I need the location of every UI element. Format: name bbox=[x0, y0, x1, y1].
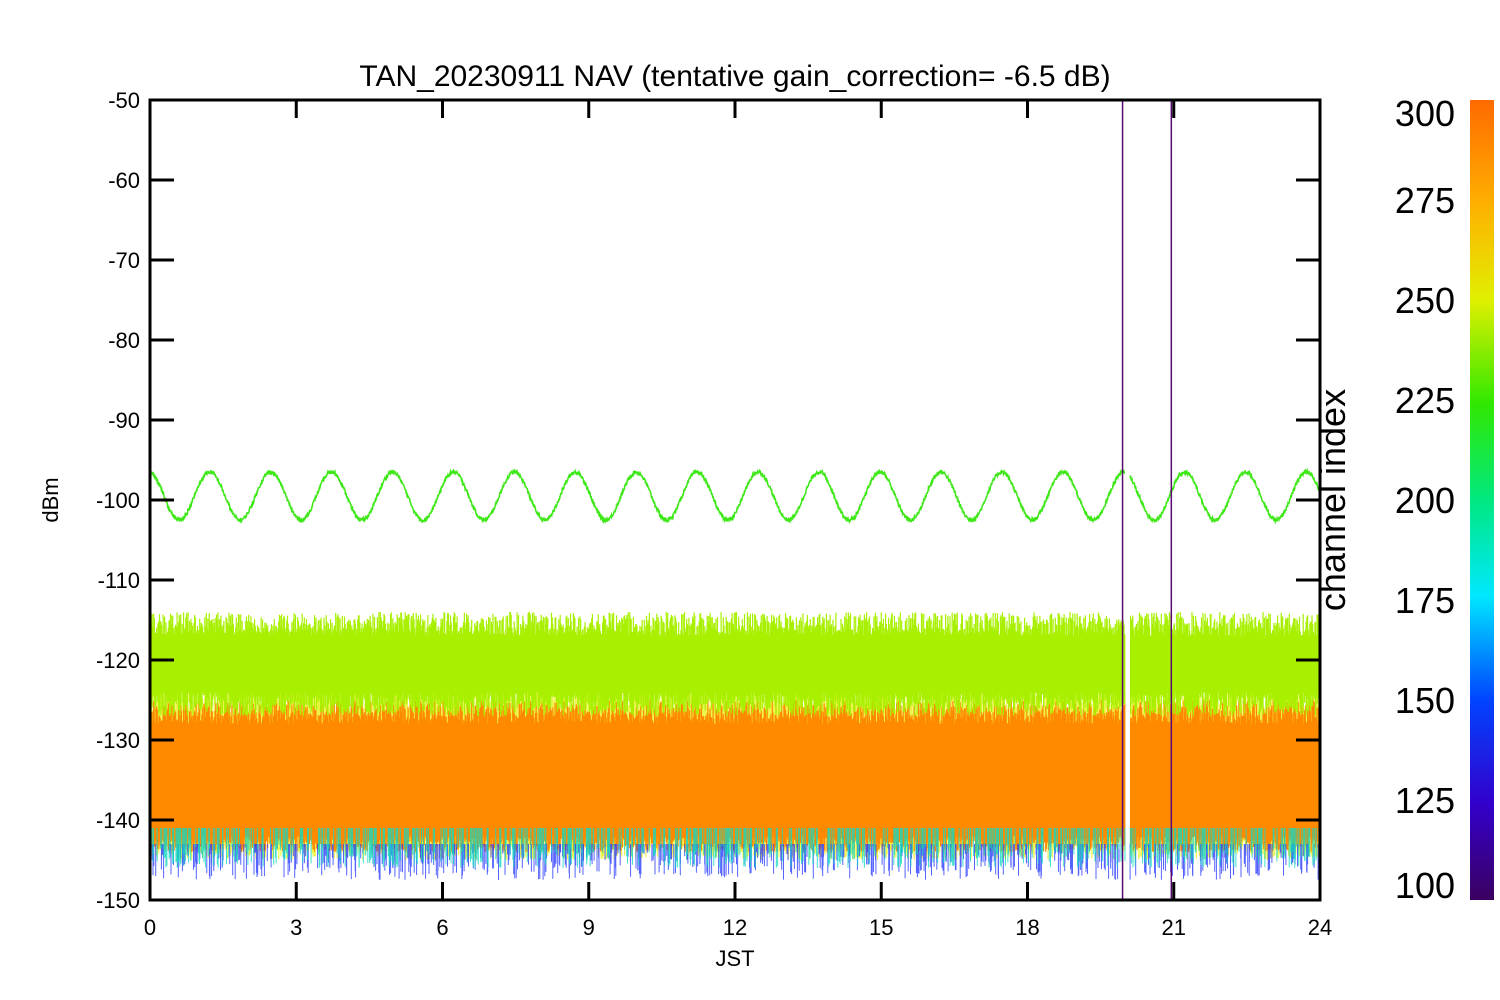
colorbar-ticks: 300 275 250 225 200 175 150 125 100 bbox=[1395, 93, 1455, 906]
x-tick-label: 9 bbox=[583, 915, 595, 940]
colorbar-tick-label: 275 bbox=[1395, 180, 1455, 221]
x-axis: 0 3 6 9 12 15 18 21 24 bbox=[144, 100, 1332, 940]
y-tick-label: -50 bbox=[108, 88, 140, 113]
colorbar-tick-label: 150 bbox=[1395, 680, 1455, 721]
colorbar-tick-label: 225 bbox=[1395, 380, 1455, 421]
series-sinusoid bbox=[150, 467, 1320, 525]
y-axis: -50 -60 -70 -80 -90 -100 -110 -120 -130 -140 -150 bbox=[96, 88, 1320, 913]
colorbar-label: channel index bbox=[1312, 389, 1353, 611]
y-tick-label: -70 bbox=[108, 248, 140, 273]
y-tick-label: -150 bbox=[96, 888, 140, 913]
y-tick-label: -120 bbox=[96, 648, 140, 673]
y-tick-label: -130 bbox=[96, 728, 140, 753]
colorbar bbox=[1470, 100, 1494, 900]
colorbar-tick-label: 125 bbox=[1395, 780, 1455, 821]
colorbar-tick-label: 300 bbox=[1395, 93, 1455, 134]
x-tick-label: 12 bbox=[723, 915, 747, 940]
series-band-orange bbox=[150, 700, 1320, 852]
colorbar-tick-label: 200 bbox=[1395, 480, 1455, 521]
x-axis-label: JST bbox=[715, 946, 754, 971]
x-tick-label: 21 bbox=[1162, 915, 1186, 940]
y-tick-label: -80 bbox=[108, 328, 140, 353]
x-tick-label: 15 bbox=[869, 915, 893, 940]
y-tick-label: -90 bbox=[108, 408, 140, 433]
colorbar-tick-label: 250 bbox=[1395, 280, 1455, 321]
series-band-lightgreen bbox=[150, 612, 1320, 716]
colorbar-tick-label: 175 bbox=[1395, 580, 1455, 621]
x-tick-label: 6 bbox=[436, 915, 448, 940]
x-tick-label: 24 bbox=[1308, 915, 1332, 940]
x-tick-label: 0 bbox=[144, 915, 156, 940]
plot-area bbox=[150, 100, 1320, 900]
y-tick-label: -110 bbox=[98, 568, 140, 593]
x-tick-label: 18 bbox=[1015, 915, 1039, 940]
y-axis-label: dBm bbox=[38, 477, 63, 522]
colorbar-tick-label: 100 bbox=[1395, 865, 1455, 906]
chart-title: TAN_20230911 NAV (tentative gain_correct… bbox=[359, 60, 1110, 93]
y-tick-label: -100 bbox=[96, 488, 140, 513]
x-tick-label: 3 bbox=[290, 915, 302, 940]
y-tick-label: -60 bbox=[108, 168, 140, 193]
y-tick-label: -140 bbox=[96, 808, 140, 833]
